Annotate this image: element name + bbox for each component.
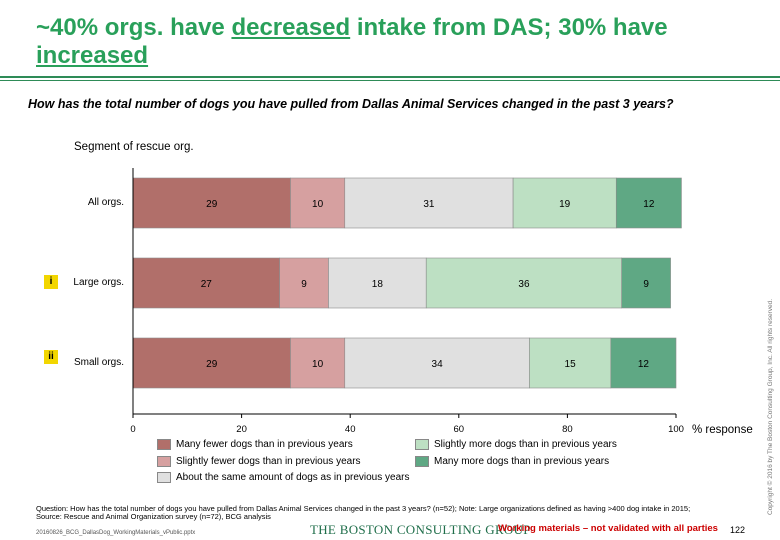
legend-swatch-many-more [415,456,429,467]
bar-label-all-orgs-seg-3: 19 [559,199,571,210]
title-rule-thin [0,80,780,81]
legend-item-many-fewer: Many fewer dogs than in previous years [157,439,353,450]
legend-swatch-slightly-fewer [157,456,171,467]
x-tick-label-80: 80 [562,424,573,435]
marker-i: i [44,275,58,289]
bar-all-orgs-seg-4 [615,177,682,229]
legend-label-slightly-fewer: Slightly fewer dogs than in previous yea… [176,456,361,468]
x-tick-label-100: 100 [668,424,684,435]
bar-label-large-orgs-seg-2: 18 [372,279,384,290]
legend-item-same: About the same amount of dogs as in prev… [157,472,409,483]
legend-item-slightly-fewer: Slightly fewer dogs than in previous yea… [157,456,361,467]
bar-label-large-orgs-seg-1: 9 [301,279,307,290]
page-title: ~40% orgs. have decreased intake from DA… [36,14,736,70]
legend-label-many-fewer: Many fewer dogs than in previous years [176,439,353,451]
bcg-logo: THE BOSTON CONSULTING GROUP [310,522,531,537]
title-decreased: decreased [231,14,351,41]
bar-label-small-orgs-seg-0: 29 [206,359,218,370]
footnote: Question: How has the total number of do… [36,505,736,521]
title-rule [0,76,780,78]
bar-large-orgs-seg-0 [132,257,280,309]
file-name: 20160826_BCG_DallasDog_WorkingMaterials_… [36,530,196,536]
bar-label-small-orgs-seg-2: 34 [432,359,444,370]
title-part2: intake from DAS; 30% have [350,14,668,41]
bar-label-large-orgs-seg-4: 9 [643,279,649,290]
legend-swatch-many-fewer [157,439,171,450]
title-increased: increased [36,42,149,69]
marker-ii: ii [44,350,58,364]
bar-small-orgs-seg-4 [610,337,677,389]
legend-label-slightly-more: Slightly more dogs than in previous year… [434,439,617,451]
bar-label-small-orgs-seg-1: 10 [312,359,324,370]
legend-item-slightly-more: Slightly more dogs than in previous year… [415,439,617,450]
bar-small-orgs-seg-2 [344,337,530,389]
category-label-small: Small orgs. [73,357,124,368]
legend-label-many-more: Many more dogs than in previous years [434,456,610,468]
bar-label-small-orgs-seg-4: 12 [638,359,650,370]
legend-label-same: About the same amount of dogs as in prev… [176,472,410,484]
x-axis-label: % response [692,424,753,436]
bar-large-orgs-seg-4 [621,257,671,309]
bar-small-orgs-seg-0 [132,337,291,389]
x-tick-label-60: 60 [454,424,465,435]
stacked-bar-chart: 29 10 31 19 12 27 9 18 36 9 29 10 34 15 12 0 20 40 60 80 100… [130,168,753,436]
bar-label-all-orgs-seg-0: 29 [206,199,218,210]
bar-small-orgs-seg-1 [290,337,346,389]
legend-item-many-more: Many more dogs than in previous years [415,456,609,467]
working-materials-note: Working materials – not validated with a… [498,523,718,534]
footnote-source: Source: Rescue and Animal Organization s… [36,512,271,521]
x-tick-label-40: 40 [345,424,356,435]
legend-swatch-slightly-more [415,439,429,450]
bar-all-orgs-seg-2 [344,177,514,229]
bar-all-orgs-seg-3 [512,177,617,229]
bar-label-all-orgs-seg-1: 10 [312,199,324,210]
category-label-all: All orgs. [87,197,124,208]
legend-swatch-same [157,472,171,483]
bar-label-all-orgs-seg-4: 12 [643,199,655,210]
bar-label-large-orgs-seg-0: 27 [201,279,213,290]
bar-large-orgs-seg-2 [328,257,427,309]
bar-large-orgs-seg-3 [425,257,622,309]
bar-small-orgs-seg-3 [529,337,612,389]
x-tick-label-20: 20 [236,424,247,435]
footnote-question: Question: How has the total number of do… [36,504,691,513]
segment-label: Segment of rescue org. [74,141,194,153]
title-part1: ~40% orgs. have [36,14,232,41]
page-number: 122 [730,525,746,535]
copyright-notice: Copyright © 2016 by The Boston Consultin… [767,298,774,515]
survey-question: How has the total number of dogs you hav… [28,97,674,111]
category-label-large: Large orgs. [73,277,124,288]
bar-label-small-orgs-seg-3: 15 [565,359,577,370]
bar-label-large-orgs-seg-3: 36 [518,279,530,290]
x-tick-label-0: 0 [130,424,135,435]
bar-label-all-orgs-seg-2: 31 [423,199,435,210]
